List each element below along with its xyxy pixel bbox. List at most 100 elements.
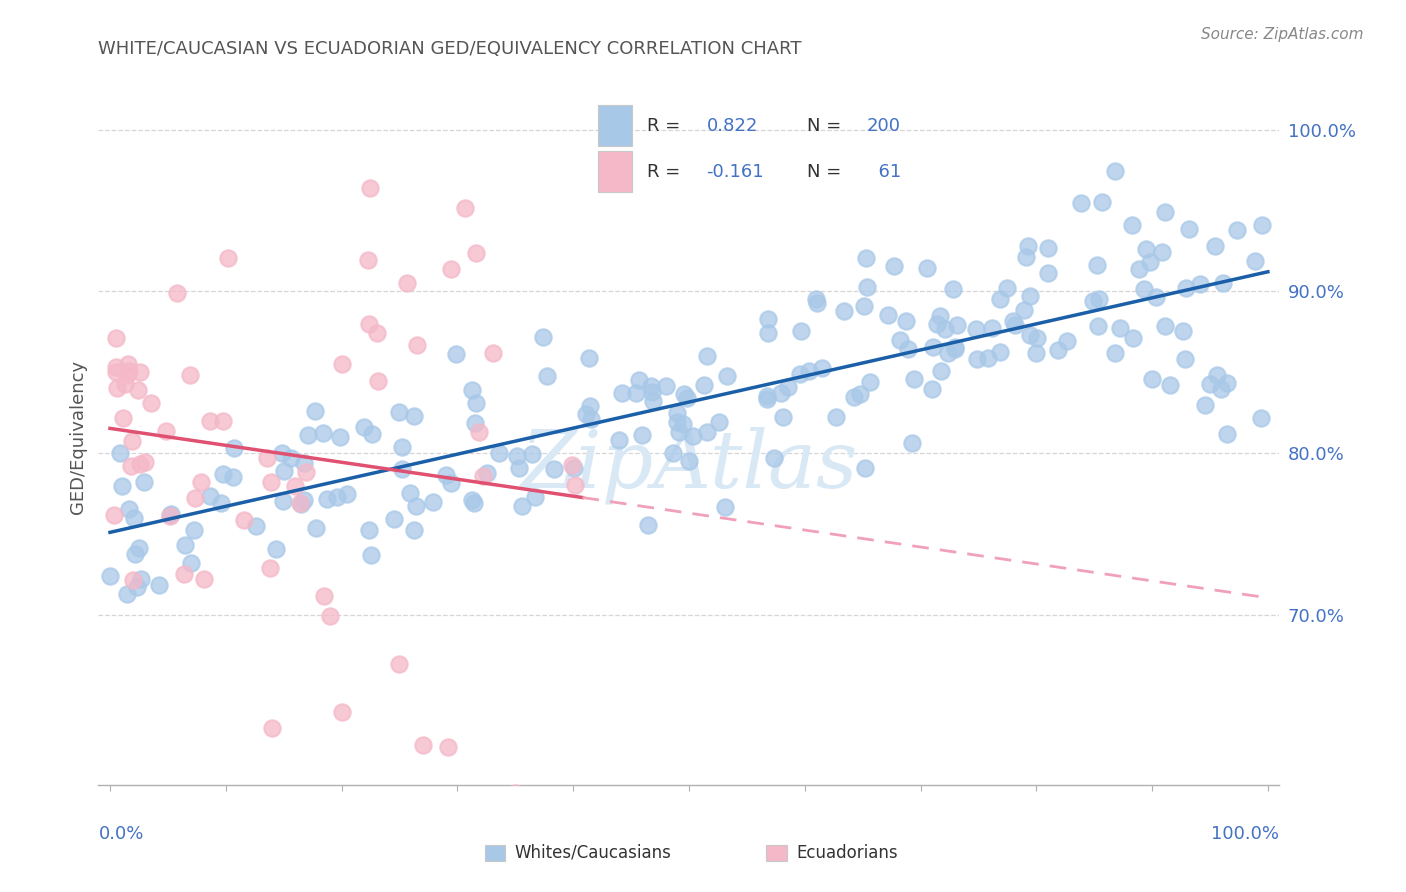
Point	[406, 338, 429, 352]
Point	[359, 181, 381, 195]
Point	[661, 446, 683, 460]
Point	[141, 395, 163, 409]
Point	[696, 349, 718, 363]
Point	[1104, 164, 1126, 178]
Point	[179, 368, 201, 382]
Point	[506, 449, 529, 463]
Point	[262, 722, 284, 736]
Point	[305, 521, 328, 535]
Point	[1152, 244, 1174, 259]
Point	[233, 513, 256, 527]
Point	[756, 392, 779, 407]
Point	[1216, 427, 1239, 442]
Point	[115, 368, 138, 383]
Point	[678, 453, 700, 467]
Point	[1189, 277, 1212, 291]
Point	[470, 802, 492, 816]
Point	[995, 281, 1018, 295]
Point	[148, 577, 170, 591]
Point	[217, 251, 239, 265]
Point	[1025, 346, 1047, 360]
Point	[129, 457, 152, 471]
Point	[198, 489, 221, 503]
Point	[665, 406, 688, 420]
Point	[224, 441, 246, 455]
Point	[1046, 343, 1069, 358]
Point	[211, 467, 233, 481]
Point	[966, 352, 988, 367]
Point	[564, 477, 586, 491]
Bar	[599, 152, 631, 193]
Point	[124, 547, 146, 561]
Point	[1088, 292, 1111, 306]
Text: 0.822: 0.822	[706, 117, 758, 135]
Point	[965, 322, 987, 336]
Point	[391, 461, 413, 475]
Point	[1056, 334, 1078, 348]
Point	[461, 383, 484, 397]
Point	[665, 415, 688, 429]
Point	[271, 494, 294, 508]
Point	[631, 427, 654, 442]
Text: 0.0%: 0.0%	[98, 825, 143, 843]
Point	[901, 436, 924, 450]
Point	[520, 447, 543, 461]
Point	[922, 340, 945, 354]
Point	[312, 426, 335, 441]
Point	[134, 454, 156, 468]
Point	[852, 299, 875, 313]
Point	[524, 490, 547, 504]
Point	[641, 384, 664, 399]
Point	[1128, 262, 1150, 277]
Point	[672, 417, 695, 431]
Point	[1104, 346, 1126, 360]
Point	[434, 467, 457, 482]
Point	[1087, 319, 1109, 334]
Point	[388, 657, 411, 671]
Point	[159, 508, 181, 522]
Point	[562, 460, 585, 475]
Point	[388, 405, 411, 419]
Point	[1001, 314, 1024, 328]
Point	[925, 318, 948, 332]
Point	[575, 407, 598, 421]
Point	[166, 285, 188, 300]
Point	[444, 347, 467, 361]
Point	[1144, 290, 1167, 304]
Point	[1012, 302, 1035, 317]
Text: ZipAtlas: ZipAtlas	[520, 426, 858, 504]
Point	[454, 201, 477, 215]
Point	[330, 705, 353, 719]
Point	[1159, 378, 1181, 392]
Point	[756, 312, 779, 326]
Point	[1017, 239, 1039, 253]
Point	[134, 475, 156, 489]
Point	[655, 379, 678, 393]
Point	[304, 404, 326, 418]
Point	[461, 493, 484, 508]
Point	[668, 425, 690, 440]
Point	[104, 365, 127, 379]
Point	[396, 277, 419, 291]
Point	[316, 492, 339, 507]
Point	[714, 500, 737, 515]
Point	[1004, 318, 1026, 333]
Point	[848, 387, 870, 401]
Point	[120, 458, 142, 473]
Point	[1025, 331, 1047, 345]
Point	[353, 420, 375, 434]
Point	[1121, 219, 1143, 233]
Point	[440, 475, 463, 490]
Point	[1244, 253, 1267, 268]
Point	[876, 308, 898, 322]
Point	[855, 252, 877, 266]
Point	[366, 326, 388, 341]
Point	[108, 446, 131, 460]
Point	[297, 428, 319, 442]
Point	[640, 379, 662, 393]
Point	[1251, 218, 1274, 232]
Point	[903, 372, 925, 386]
Text: Whites/Caucasians: Whites/Caucasians	[515, 844, 672, 862]
Point	[676, 392, 699, 406]
Y-axis label: GED/Equivalency: GED/Equivalency	[69, 360, 87, 514]
